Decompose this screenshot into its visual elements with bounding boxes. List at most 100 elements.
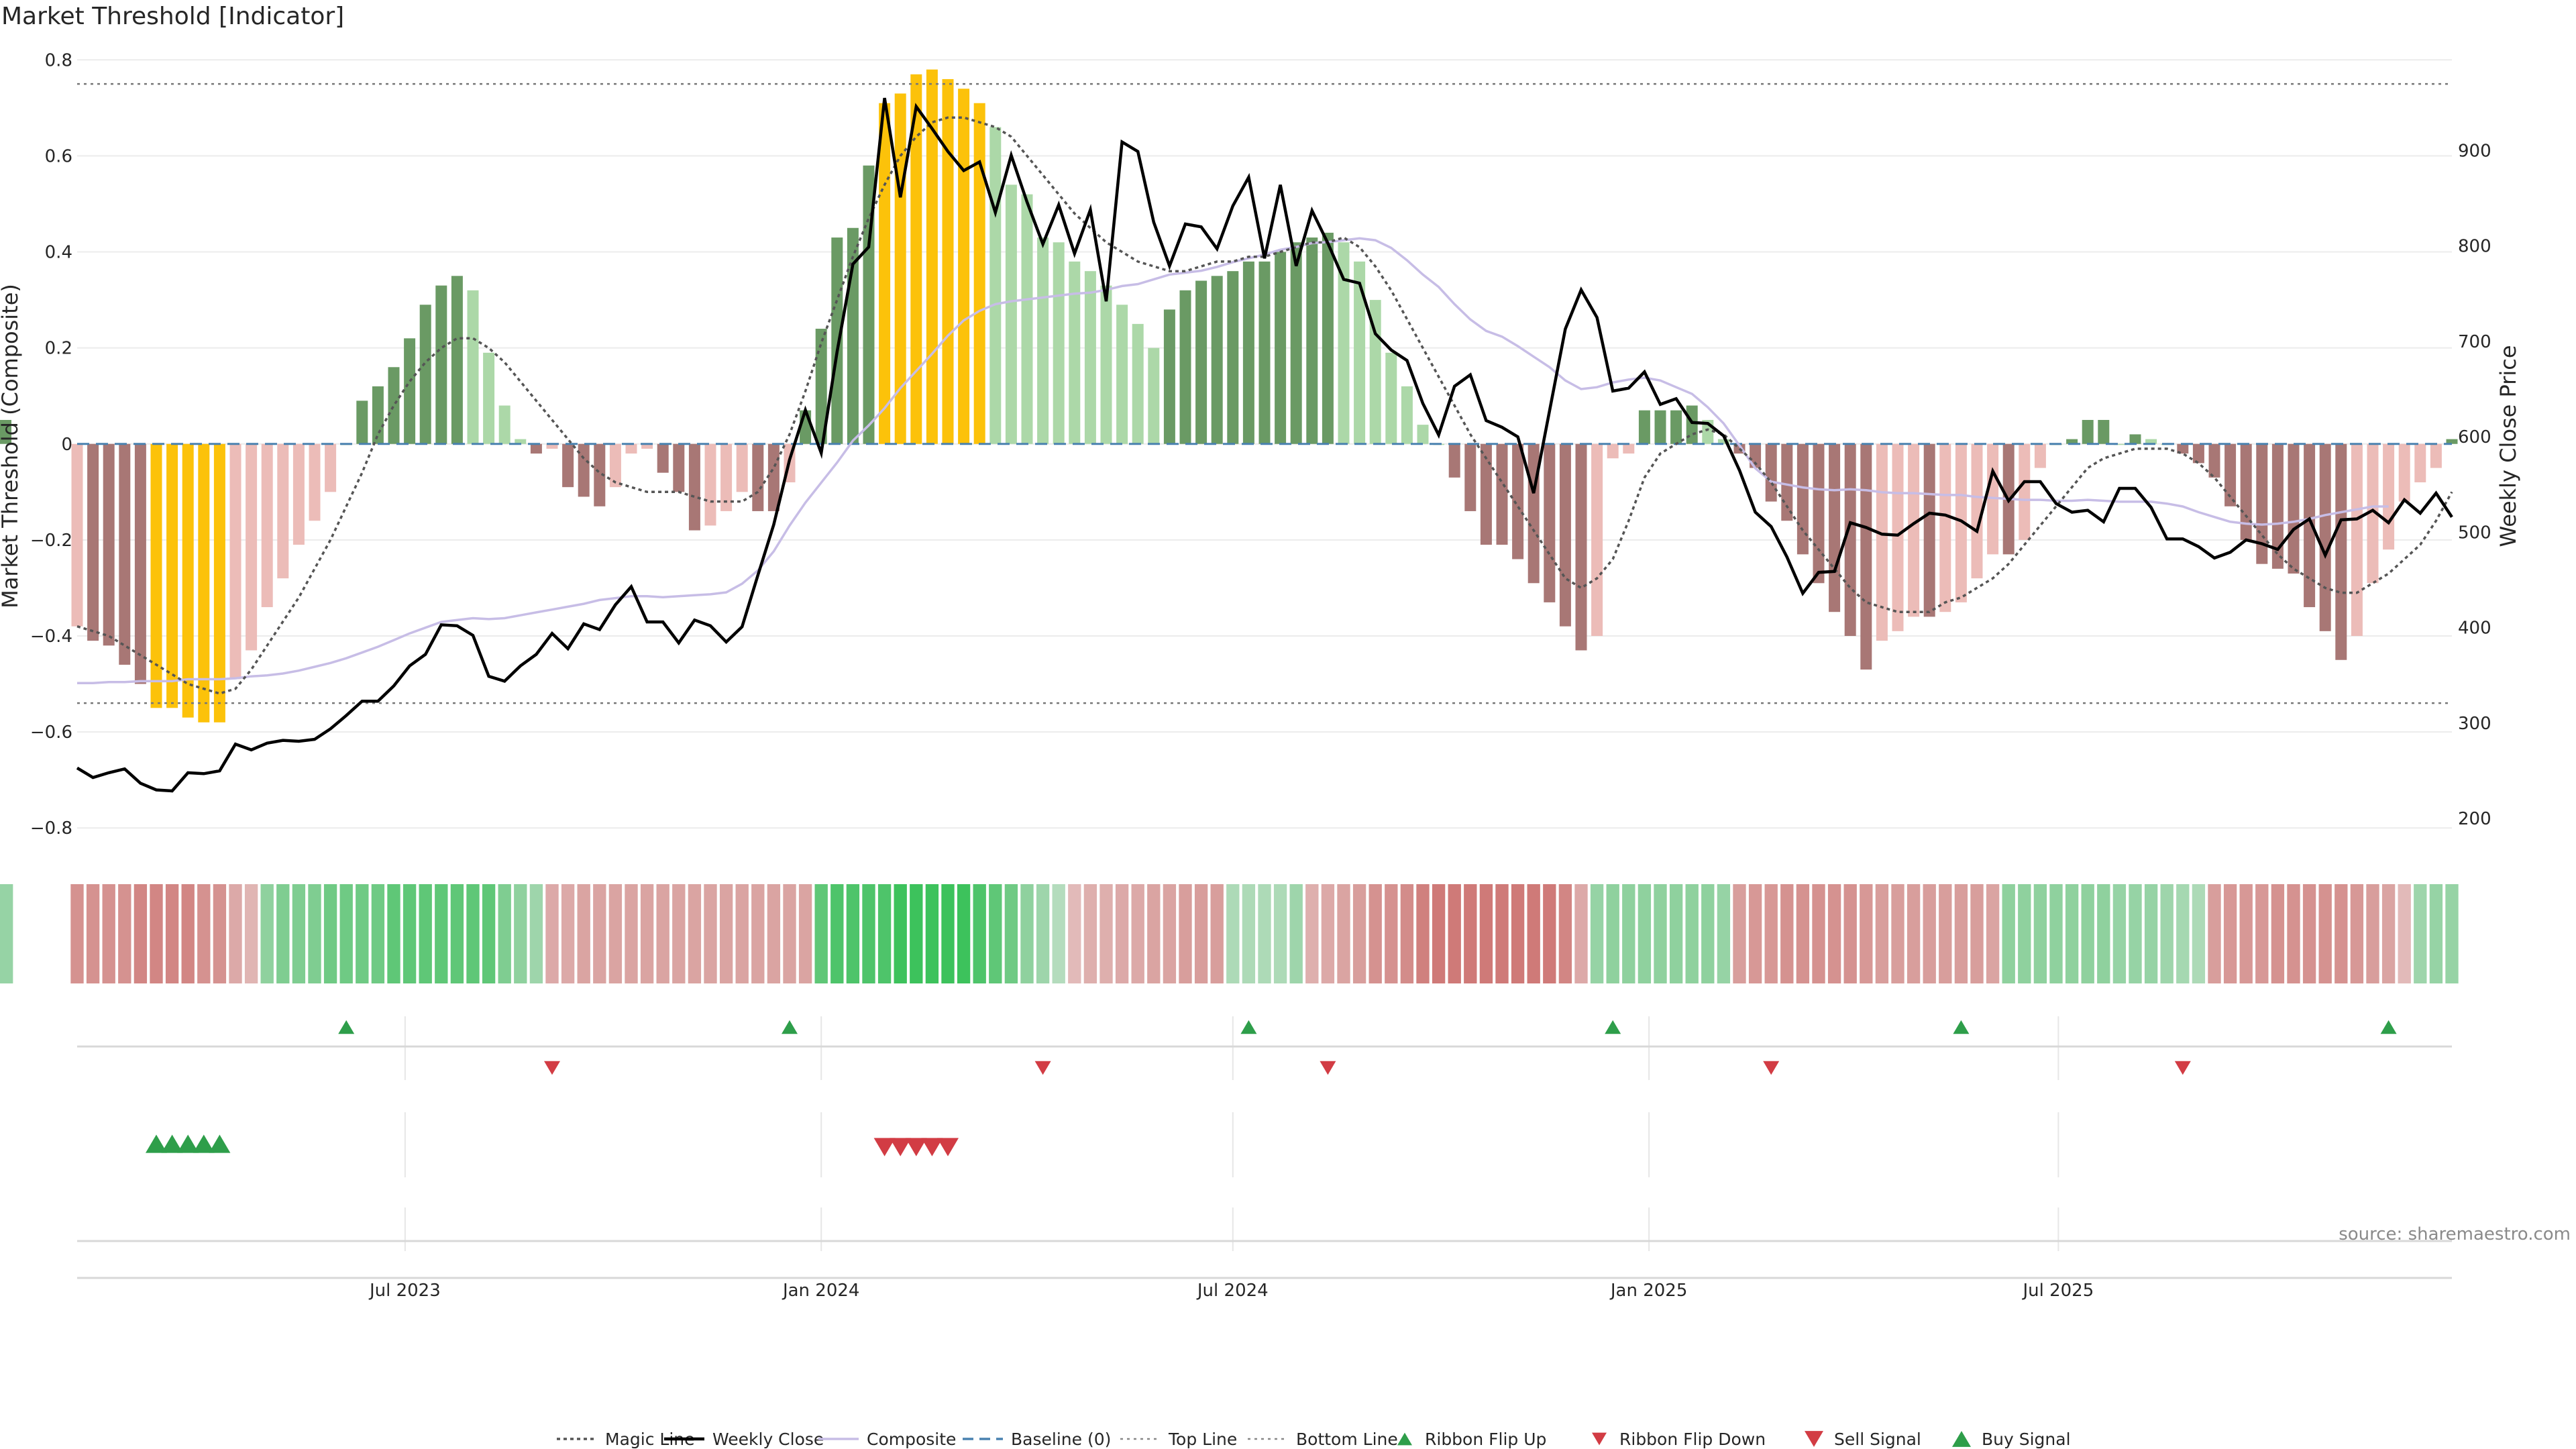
composite-bar (910, 74, 922, 444)
ribbon-cell (1970, 884, 1984, 983)
ribbon-cell (1210, 884, 1224, 983)
ribbon-cell (830, 884, 844, 983)
y-tick-label: 0.8 (45, 50, 72, 70)
composite-bar (641, 443, 653, 449)
composite-bar (1939, 443, 1951, 612)
ribbon-cell (356, 884, 369, 983)
ribbon-cell (2081, 884, 2094, 983)
ribbon-cell (640, 884, 654, 983)
ribbon-cell (925, 884, 939, 983)
ribbon-cell (2049, 884, 2063, 983)
buy-signal-icon (193, 1134, 215, 1153)
ribbon-cell (2033, 884, 2047, 983)
composite-bar (356, 400, 368, 444)
triangle-down-icon (1805, 1431, 1823, 1447)
ribbon-flip-down-icon (1320, 1061, 1336, 1075)
composite-bar (657, 443, 669, 473)
ribbon-cell (1860, 884, 1873, 983)
ribbon-cell (498, 884, 511, 983)
composite-bar (2367, 443, 2379, 584)
triangle-up-icon (1952, 1431, 1971, 1447)
composite-bar (562, 443, 574, 488)
ribbon-cell (989, 884, 1002, 983)
ribbon-cell (419, 884, 432, 983)
composite-bar (1417, 425, 1429, 444)
ribbon-cell (1194, 884, 1208, 983)
ribbon-cell (1543, 884, 1556, 983)
ribbon-cell (86, 884, 100, 983)
composite-bar (1654, 410, 1666, 444)
ribbon-flip-up-icon (2380, 1020, 2397, 1034)
sell-signal-icon (873, 1138, 896, 1157)
ribbon-cell (798, 884, 812, 983)
x-axis: Jul 2023 Jan 2024 Jul 2024 Jan 2025 Jul 2025 (77, 1277, 2452, 1301)
ribbon-cell (2018, 884, 2031, 983)
composite-bar (958, 89, 970, 444)
y-tick-label: −0.6 (30, 722, 72, 743)
ribbon-cell (625, 884, 638, 983)
ribbon-cell (1020, 884, 1034, 983)
composite-bar (1100, 285, 1112, 444)
ribbon-cell (1843, 884, 1857, 983)
legend-label: Weekly Close (712, 1430, 824, 1449)
composite-bar (1322, 232, 1334, 444)
ribbon-cell (688, 884, 702, 983)
y2-axis-label: Weekly Close Price (2496, 345, 2521, 547)
composite-bar (2351, 443, 2363, 636)
ribbon-cell (1368, 884, 1382, 983)
composite-bar (1829, 443, 1841, 612)
ribbon-cell (213, 884, 227, 983)
composite-bar (182, 443, 194, 718)
composite-bar (119, 443, 131, 665)
composite-bar (1084, 271, 1096, 444)
composite-bar (2335, 443, 2347, 660)
ribbon-cell (2445, 884, 2459, 983)
ribbon-cell (197, 884, 211, 983)
ribbon-cell (1986, 884, 2000, 983)
composite-bar (419, 305, 431, 444)
ribbon-cell (1131, 884, 1144, 983)
ribbon-cell (672, 884, 686, 983)
composite-bar (879, 103, 891, 444)
composite-bar (325, 443, 337, 492)
ribbon-cell (529, 884, 543, 983)
ribbon-cell (2398, 884, 2411, 983)
composite-bar (1448, 443, 1460, 478)
source-note: source: sharemaestro.com (2339, 1224, 2571, 1244)
x-tick-label: Jul 2023 (368, 1281, 441, 1301)
composite-bar (2383, 443, 2395, 550)
composite-bar (2019, 443, 2031, 540)
composite-bar (1480, 443, 1492, 545)
composite-bar (1971, 443, 1983, 579)
ribbon-cell (1875, 884, 1889, 983)
ribbon-cell (435, 884, 448, 983)
composite-bar (1670, 410, 1682, 444)
ribbon-cell (941, 884, 955, 983)
sell-signal-icon (921, 1138, 943, 1157)
ribbon-cell (704, 884, 717, 983)
ribbon-cell (1258, 884, 1271, 983)
composite-bar (673, 443, 685, 492)
legend-entry: Buy Signal (1952, 1430, 2071, 1449)
ribbon-cell (0, 884, 13, 983)
ribbon-cell (1796, 884, 1810, 983)
ribbon-cell (1273, 884, 1287, 983)
ribbon-cell (719, 884, 733, 983)
composite-bar (1306, 237, 1318, 444)
ribbon-cell (1764, 884, 1778, 983)
ribbon-cell (1574, 884, 1588, 983)
ribbon-cell (957, 884, 971, 983)
composite-bar (1717, 439, 1729, 444)
composite-bar (292, 443, 305, 545)
ribbon-cell (1590, 884, 1604, 983)
ribbon-cell (2112, 884, 2127, 983)
ribbon-cell (1099, 884, 1113, 983)
ribbon-cell (466, 884, 480, 983)
legend-entry: Top Line (1120, 1430, 1237, 1449)
x-tick-label: Jul 2024 (1196, 1281, 1269, 1301)
composite-bar (1211, 276, 1223, 444)
composite-bar (451, 276, 463, 444)
composite-bar (515, 439, 527, 444)
composite-bar (863, 165, 875, 444)
ribbon-cell (1068, 884, 1081, 983)
